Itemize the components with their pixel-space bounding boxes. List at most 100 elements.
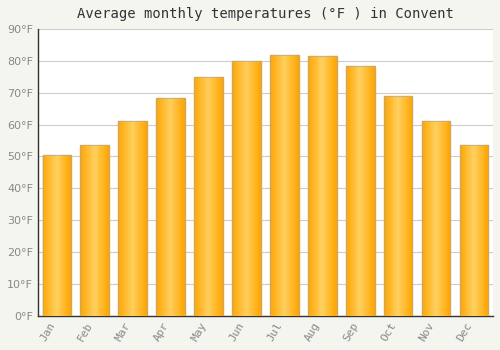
Bar [44, 155, 46, 316]
Bar [423, 121, 424, 316]
Bar [66, 155, 67, 316]
Bar [292, 55, 293, 316]
Bar [291, 55, 292, 316]
Bar [404, 96, 405, 316]
Bar [400, 96, 401, 316]
Bar [406, 96, 408, 316]
Bar [401, 96, 402, 316]
Bar [158, 98, 159, 316]
Bar [475, 145, 476, 316]
Bar [196, 77, 197, 316]
Bar [86, 145, 87, 316]
Bar [80, 145, 109, 316]
Bar [156, 98, 158, 316]
Bar [237, 61, 238, 316]
Bar [85, 145, 86, 316]
Bar [312, 56, 313, 316]
Bar [234, 61, 235, 316]
Bar [320, 56, 322, 316]
Bar [96, 145, 98, 316]
Bar [181, 98, 182, 316]
Bar [440, 121, 441, 316]
Bar [144, 121, 145, 316]
Bar [106, 145, 107, 316]
Bar [56, 155, 57, 316]
Bar [250, 61, 251, 316]
Bar [248, 61, 250, 316]
Bar [124, 121, 125, 316]
Bar [402, 96, 403, 316]
Bar [330, 56, 331, 316]
Bar [387, 96, 388, 316]
Bar [214, 77, 215, 316]
Bar [91, 145, 92, 316]
Bar [314, 56, 316, 316]
Bar [270, 55, 298, 316]
Bar [386, 96, 387, 316]
Bar [460, 145, 488, 316]
Bar [215, 77, 216, 316]
Bar [70, 155, 71, 316]
Bar [289, 55, 290, 316]
Bar [311, 56, 312, 316]
Bar [388, 96, 390, 316]
Bar [310, 56, 311, 316]
Bar [325, 56, 326, 316]
Bar [322, 56, 324, 316]
Bar [396, 96, 398, 316]
Bar [331, 56, 332, 316]
Bar [140, 121, 141, 316]
Bar [410, 96, 412, 316]
Bar [432, 121, 434, 316]
Bar [349, 66, 350, 316]
Bar [362, 66, 363, 316]
Bar [178, 98, 179, 316]
Bar [270, 55, 271, 316]
Bar [274, 55, 275, 316]
Bar [168, 98, 170, 316]
Bar [446, 121, 448, 316]
Bar [422, 121, 423, 316]
Bar [53, 155, 54, 316]
Bar [354, 66, 356, 316]
Bar [68, 155, 69, 316]
Bar [351, 66, 352, 316]
Bar [200, 77, 201, 316]
Bar [324, 56, 325, 316]
Bar [290, 55, 291, 316]
Bar [384, 96, 385, 316]
Bar [163, 98, 164, 316]
Bar [356, 66, 358, 316]
Bar [164, 98, 165, 316]
Bar [480, 145, 482, 316]
Bar [276, 55, 277, 316]
Bar [93, 145, 94, 316]
Bar [360, 66, 361, 316]
Bar [392, 96, 394, 316]
Bar [448, 121, 450, 316]
Bar [422, 121, 450, 316]
Bar [438, 121, 439, 316]
Bar [368, 66, 369, 316]
Bar [278, 55, 280, 316]
Bar [346, 66, 374, 316]
Bar [436, 121, 437, 316]
Bar [327, 56, 328, 316]
Bar [232, 61, 260, 316]
Bar [334, 56, 336, 316]
Bar [462, 145, 464, 316]
Bar [332, 56, 333, 316]
Bar [141, 121, 142, 316]
Bar [474, 145, 475, 316]
Bar [273, 55, 274, 316]
Bar [366, 66, 367, 316]
Bar [143, 121, 144, 316]
Bar [49, 155, 50, 316]
Bar [129, 121, 130, 316]
Bar [236, 61, 237, 316]
Bar [486, 145, 488, 316]
Bar [242, 61, 244, 316]
Bar [67, 155, 68, 316]
Bar [160, 98, 161, 316]
Bar [363, 66, 364, 316]
